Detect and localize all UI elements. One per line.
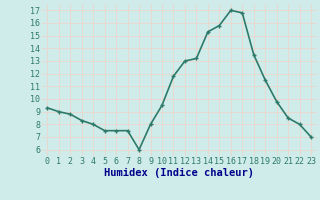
X-axis label: Humidex (Indice chaleur): Humidex (Indice chaleur) bbox=[104, 168, 254, 178]
